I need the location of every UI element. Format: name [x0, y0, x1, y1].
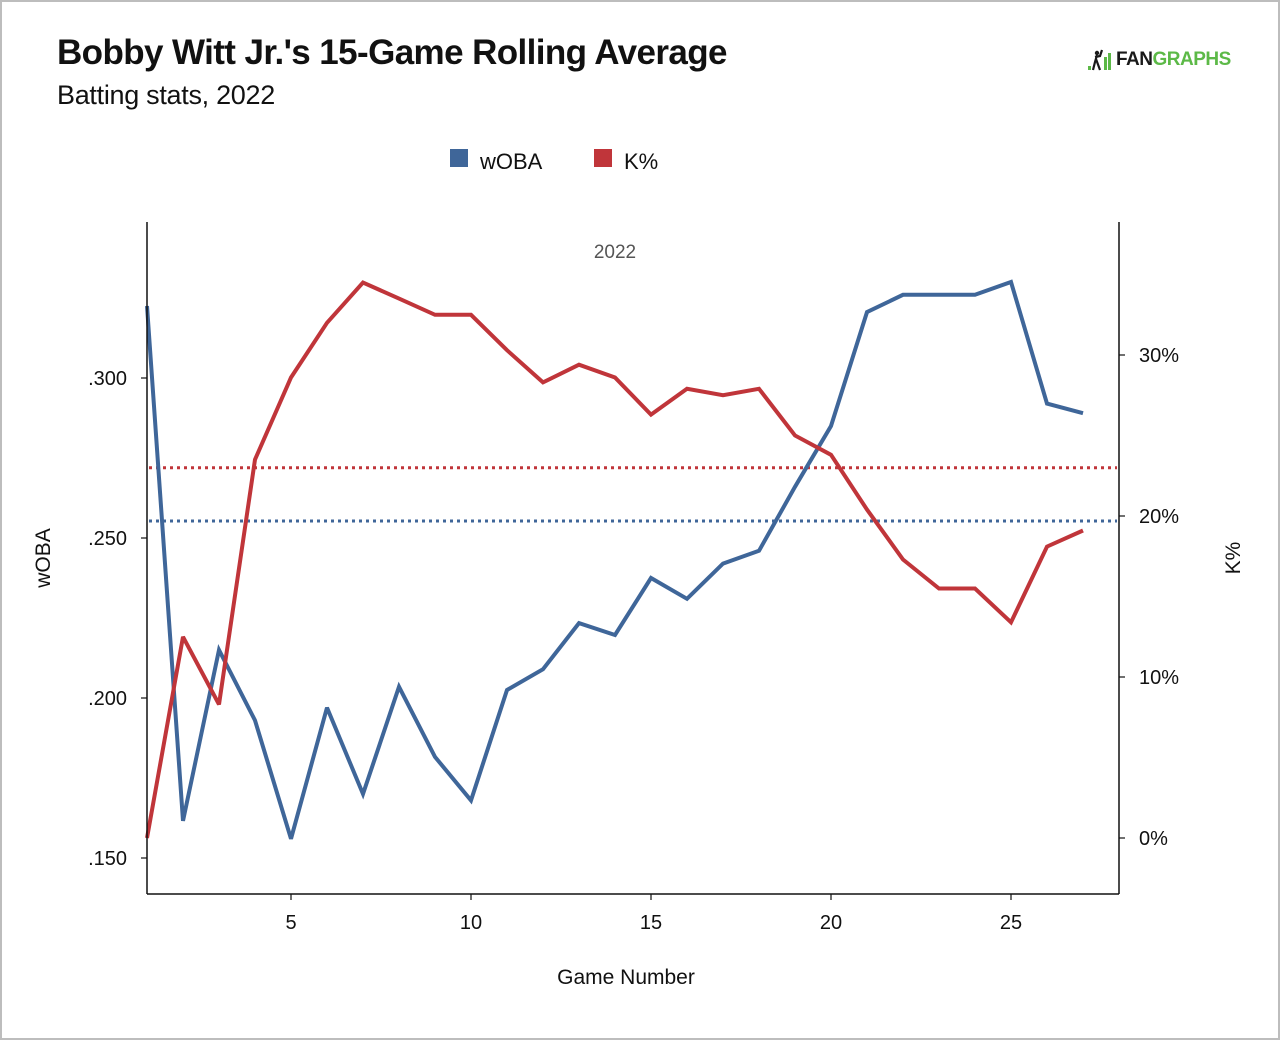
x-tick-label: 15 — [640, 912, 662, 934]
series-lines — [145, 279, 1084, 840]
y2-tick-label: 0% — [1139, 828, 1168, 850]
y-axis-title: wOBA — [32, 528, 55, 589]
reference-lines — [149, 466, 1117, 523]
legend: wOBA K% — [450, 149, 658, 174]
y-ticks-right: 0% 10% 20% 30% — [1119, 345, 1179, 850]
panel-label: 2022 — [594, 242, 636, 263]
series-line-woba — [145, 279, 1084, 840]
logo-text-fan: FAN — [1116, 49, 1153, 70]
x-ticks: 5 10 15 20 25 — [285, 894, 1022, 934]
legend-label-woba: wOBA — [479, 149, 543, 174]
x-tick-label: 5 — [285, 912, 296, 934]
logo-text-graphs: GRAPHS — [1152, 49, 1232, 70]
chart-subtitle: Batting stats, 2022 — [57, 80, 275, 110]
legend-label-kpct: K% — [624, 149, 658, 174]
fangraphs-logo: FAN GRAPHS — [1088, 48, 1231, 72]
x-tick-label: 25 — [1000, 912, 1022, 934]
batter-bars-icon — [1088, 49, 1111, 71]
y2-tick-label: 20% — [1139, 506, 1179, 528]
y2-tick-label: 30% — [1139, 345, 1179, 367]
legend-swatch-woba — [450, 149, 468, 167]
x-axis-title: Game Number — [557, 966, 695, 989]
y-ticks-left: .150 .200 .250 .300 — [88, 368, 147, 870]
y-tick-label: .200 — [88, 688, 127, 710]
y-tick-label: .250 — [88, 528, 127, 550]
legend-swatch-kpct — [594, 149, 612, 167]
y-tick-label: .300 — [88, 368, 127, 390]
y2-axis-title: K% — [1222, 542, 1245, 575]
x-tick-label: 10 — [460, 912, 482, 934]
y-tick-label: .150 — [88, 848, 127, 870]
x-tick-label: 20 — [820, 912, 842, 934]
chart-title: Bobby Witt Jr.'s 15-Game Rolling Average — [57, 33, 728, 72]
series-line-kpct — [145, 280, 1084, 839]
y2-tick-label: 10% — [1139, 667, 1179, 689]
